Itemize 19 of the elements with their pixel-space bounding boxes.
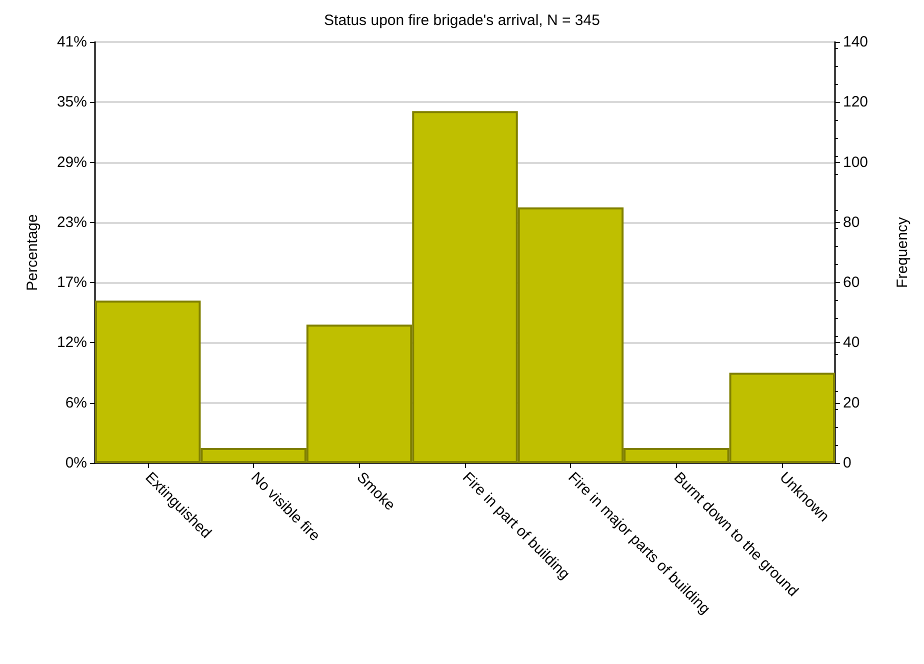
y-tick-label: 41% — [56, 34, 87, 50]
y-tick-label: 29% — [56, 154, 87, 171]
y2-tick-label: 80 — [843, 214, 860, 231]
chart-title: Status upon fire brigade's arrival, N = 345 — [324, 12, 600, 29]
y-axis-title: Percentage — [24, 214, 41, 291]
y-tick-label: 23% — [56, 214, 87, 231]
y2-tick-label: 40 — [843, 334, 860, 352]
y2-tick-label: 60 — [843, 274, 860, 292]
y2-axis-title: Frequency — [894, 216, 911, 288]
y2-tick-label: 120 — [843, 94, 868, 111]
y2-tick-label: 100 — [843, 154, 868, 171]
y2-tick-label: 0 — [843, 454, 852, 472]
y-tick-label: 0% — [65, 454, 87, 472]
y-tick-label: 6% — [65, 394, 87, 412]
y2-tick-label: 140 — [843, 34, 868, 50]
y-tick-label: 17% — [56, 274, 87, 292]
y2-tick-label: 20 — [843, 394, 860, 412]
y-tick-label: 12% — [56, 334, 87, 352]
y-tick-label: 35% — [56, 94, 87, 111]
